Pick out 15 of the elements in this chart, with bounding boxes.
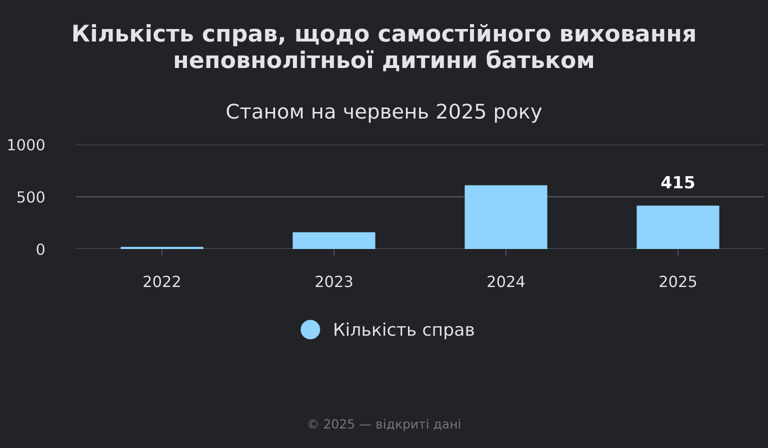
x-tick-label: 2024 [488,276,525,288]
chart-subtitle: Станом на червень 2025 року [226,104,542,123]
x-tick-label: 2023 [316,276,352,288]
x-tick-label: 2022 [144,276,180,288]
bar [464,185,548,249]
data-label: 415 [661,176,694,189]
bar [292,232,376,249]
bar [636,206,720,249]
y-tick-label: 1000 [8,138,44,151]
y-tick-label: 500 [17,191,44,203]
chart-title: Кількість справ, щодо самостійного виховання неповнолітньої дитини батьком [73,24,695,72]
x-tick-label: 2025 [660,276,696,288]
legend-label: Кількість справ [334,322,474,340]
text: © 2025 — відкриті дані [308,418,460,432]
y-tick-label: 0 [36,243,44,256]
